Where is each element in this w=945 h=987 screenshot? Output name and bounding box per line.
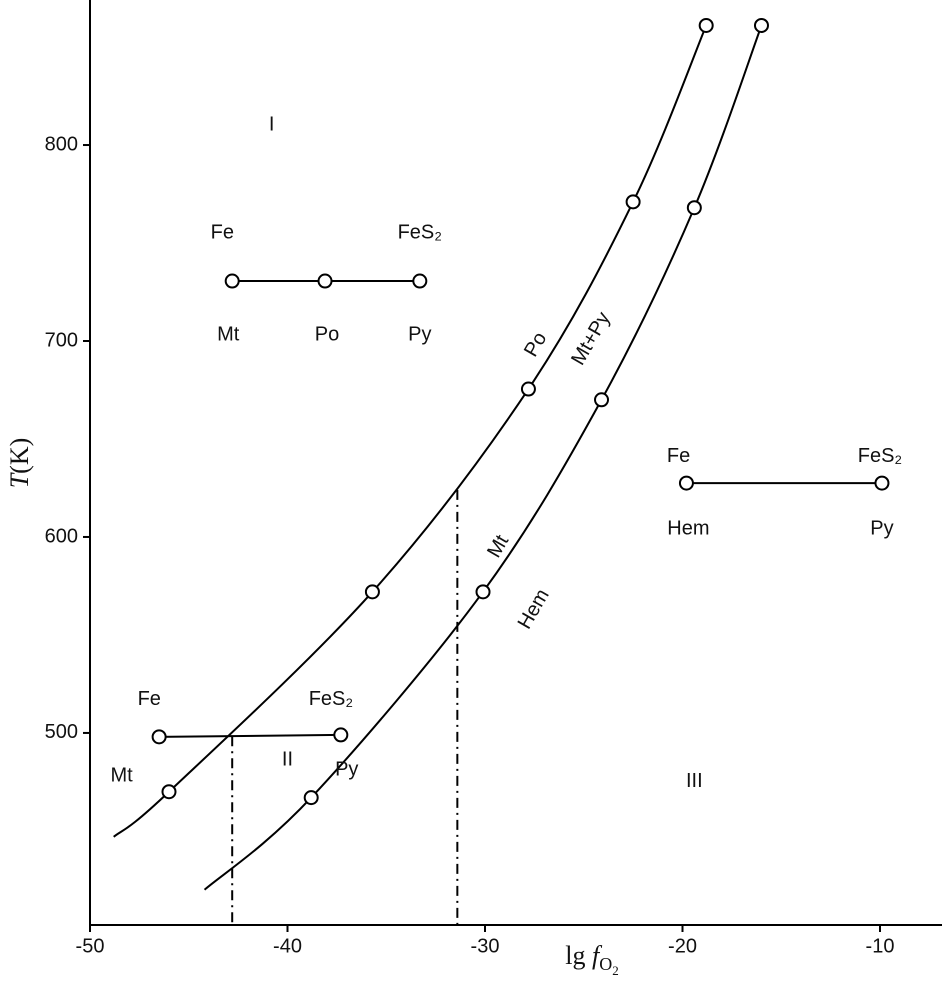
region-label: FeS₂ [398, 221, 442, 243]
x-axis-label: lg fO2 [565, 941, 618, 978]
point [874, 475, 890, 491]
point [333, 727, 349, 743]
point [698, 17, 714, 33]
point [594, 392, 610, 408]
region-label: Py [870, 517, 893, 539]
x-label-part: 2 [612, 963, 619, 978]
point [317, 273, 333, 289]
region-label: Py [335, 758, 358, 780]
region-label: I [269, 114, 275, 136]
region-label: Fe [138, 688, 161, 710]
x-tick-label: -10 [866, 935, 895, 957]
x-tick-label: -30 [471, 935, 500, 957]
y-tick-label: 600 [45, 525, 78, 547]
region-label: III [686, 770, 703, 792]
x-label-part: lg [565, 941, 585, 970]
region-label: Fe [667, 445, 690, 467]
region-label: Mt [217, 323, 240, 345]
point [412, 273, 428, 289]
x-tick-label: -40 [273, 935, 302, 957]
y-label-part: T [5, 472, 34, 488]
point [224, 273, 240, 289]
point [625, 194, 641, 210]
boundary-curve [113, 25, 708, 838]
x-label-part: O [599, 954, 612, 974]
region-label: Hem [514, 585, 554, 633]
region-label: Mt [483, 531, 513, 562]
y-tick-label: 500 [45, 721, 78, 743]
x-label-part: f [592, 941, 603, 970]
region-label: Po [520, 328, 551, 360]
point [151, 729, 167, 745]
point [686, 200, 702, 216]
x-tick-label: -50 [76, 935, 105, 957]
region-label: Mt+Py [567, 308, 615, 369]
y-tick-label: 700 [45, 329, 78, 351]
region-label: Fe [211, 221, 234, 243]
region-label: II [282, 749, 293, 771]
y-axis-label: T(K) [5, 438, 34, 489]
y-label-part: (K) [5, 438, 34, 474]
point [520, 381, 536, 397]
point [303, 790, 319, 806]
x-tick-label: -20 [668, 935, 697, 957]
point [678, 475, 694, 491]
region-label: Hem [667, 517, 709, 539]
region-label: Mt [110, 764, 133, 786]
region-label: FeS₂ [858, 445, 902, 467]
point [475, 584, 491, 600]
point [161, 784, 177, 800]
region-label: Po [315, 323, 339, 345]
point [364, 584, 380, 600]
region-label: FeS₂ [309, 688, 353, 710]
y-tick-label: 800 [45, 133, 78, 155]
point [753, 17, 769, 33]
tie-line [159, 733, 341, 738]
region-label: Py [408, 323, 431, 345]
